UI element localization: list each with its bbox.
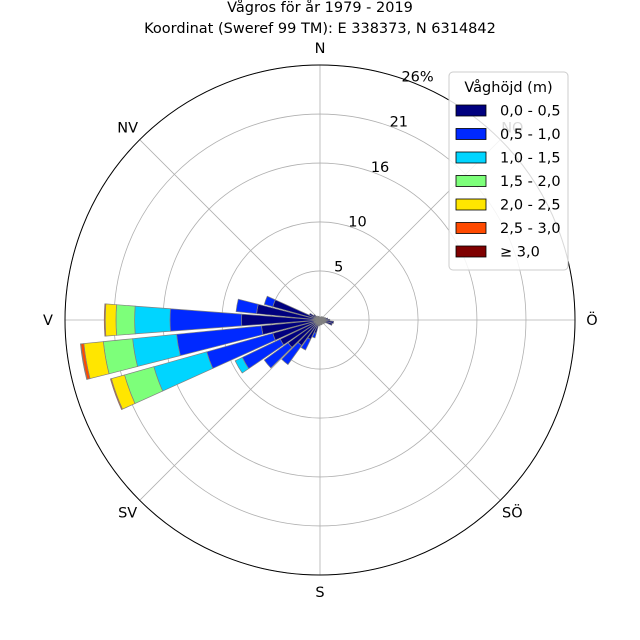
direction-label-7: NV: [117, 121, 138, 137]
rose-bar-dir-270-bin-2: [134, 305, 171, 335]
legend-label-0: 0,0 - 0,5: [500, 104, 561, 120]
legend-label-3: 1,5 - 2,0: [500, 174, 561, 190]
rose-bar-dir-250-bin-5: [109, 378, 123, 411]
rose-bar-dir-210-bin-1: [300, 337, 312, 351]
legend-label-6: ≥ 3,0: [500, 245, 540, 261]
legend-items: 0,0 - 0,5 0,5 - 1,0 1,0 - 1,5 1,5 - 2,0 2,0 …: [455, 104, 561, 261]
legend-frame: [448, 71, 569, 271]
rose-bar-dir-240-bin-2: [234, 356, 250, 374]
radial-tick-label-2: 16: [371, 160, 389, 176]
legend-swatch-2: [455, 151, 487, 164]
legend-title: Våghöjd (m): [464, 79, 552, 96]
legend-label-4: 2,0 - 2,5: [500, 198, 561, 214]
legend-label-1: 0,5 - 1,0: [500, 127, 561, 143]
legend-label-2: 1,0 - 1,5: [500, 151, 561, 167]
legend: Våghöjd (m) 0,0 - 0,5 0,5 - 1,0 1,0 - 1,5 1…: [448, 71, 569, 271]
rose-bars: [64, 64, 576, 576]
grid-spoke-5: [139, 319, 321, 501]
legend-swatch-6: [455, 245, 487, 258]
direction-label-4: S: [315, 585, 324, 601]
rose-bar-dir-270-bin-5: [103, 303, 107, 337]
radial-tick-label-4: 26%: [401, 69, 433, 85]
rose-bar-dir-200-bin-1: [311, 332, 317, 339]
direction-label-5: SV: [118, 505, 137, 521]
direction-label-6: V: [43, 313, 53, 329]
outer-ring: [64, 64, 576, 576]
chart-subtitle: Koordinat (Sweref 99 TM): E 338373, N 63…: [144, 21, 496, 37]
rose-bar-dir-230-bin-1: [263, 342, 293, 369]
radial-tick-label-0: 5: [334, 260, 343, 276]
rose-bar-dir-260-bin-6: [80, 343, 88, 380]
legend-swatch-5: [455, 222, 487, 234]
legend-label-5: 2,5 - 3,0: [500, 221, 561, 237]
rose-bar-dir-290-bin-1: [263, 295, 276, 308]
direction-label-0: N: [315, 41, 326, 57]
legend-swatch-1: [455, 128, 487, 140]
radial-tick-label-1: 10: [348, 214, 366, 230]
direction-label-2: Ö: [586, 311, 597, 329]
legend-swatch-0: [455, 104, 487, 117]
chart-title: Vågros för år 1979 - 2019: [227, 0, 413, 16]
grid-spoke-7: [139, 139, 321, 321]
direction-label-3: SÖ: [502, 503, 523, 521]
legend-swatch-4: [455, 198, 487, 211]
rose-bar-dir-350-bin-0: [318, 316, 321, 321]
rose-bar-dir-260-bin-3: [102, 338, 138, 375]
legend-swatch-3: [455, 175, 487, 187]
rose-bar-dir-280-bin-1: [235, 298, 259, 315]
rose-bar-dir-220-bin-1: [281, 341, 303, 366]
rose-bar-dir-270-bin-4: [104, 303, 117, 337]
radial-tick-label-3: 21: [390, 115, 408, 131]
rose-bar-dir-270-bin-1: [169, 308, 243, 332]
grid-spoke-3: [319, 319, 501, 501]
rose-bar-dir-270-bin-3: [115, 304, 136, 336]
